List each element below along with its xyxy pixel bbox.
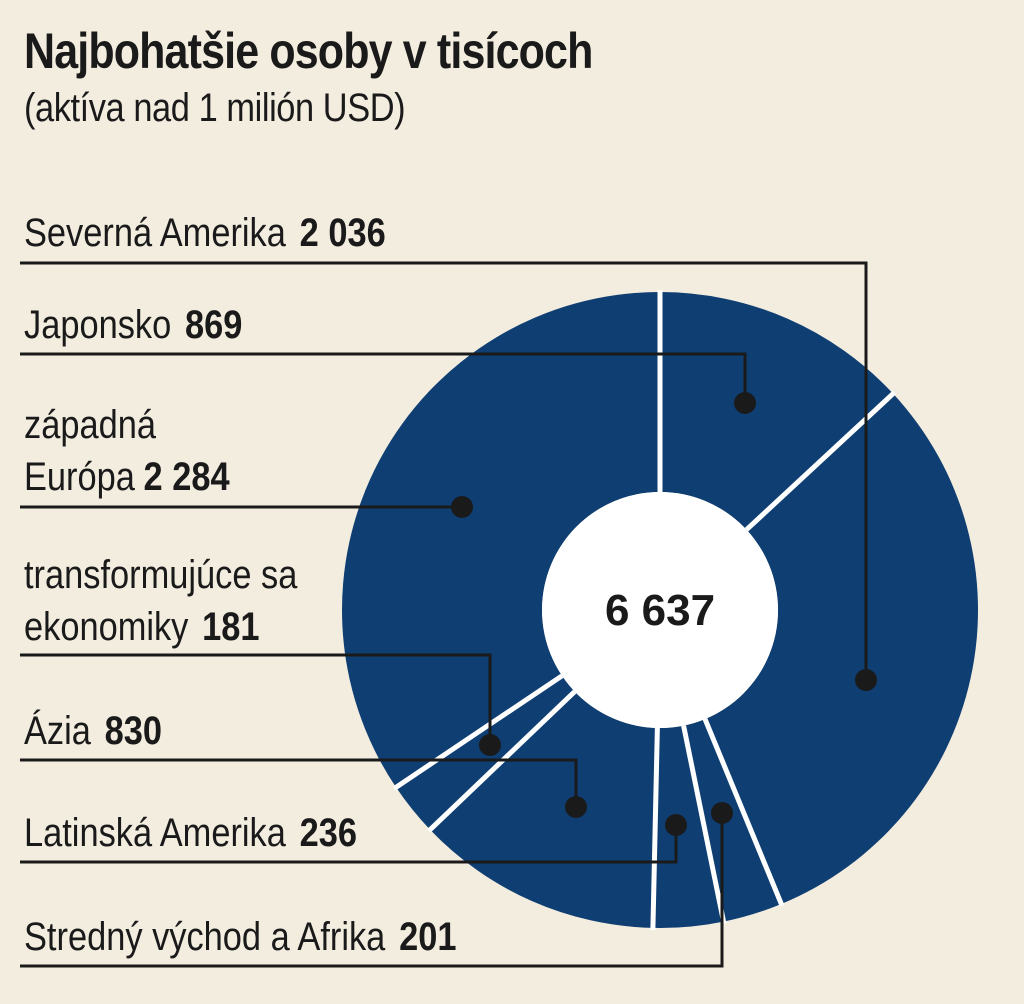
- label-azia: Ázia 830: [24, 708, 162, 753]
- slice-ázia: [430, 691, 658, 928]
- center-total-label: 6 637: [605, 586, 715, 635]
- leader-dots: [451, 392, 877, 836]
- label-zapadna-europa-line2: Európa 2 284: [24, 454, 230, 499]
- leader-lines: [20, 261, 868, 968]
- slice-separator: [744, 390, 897, 532]
- label-zapadna-europa-line1: západná: [24, 402, 156, 447]
- slice-západná-európa: [342, 292, 660, 788]
- label-latinska-amerika: Latinská Amerika 236: [24, 810, 357, 855]
- dot-stredny: [711, 802, 733, 824]
- slice-severná-amerika: [705, 393, 978, 904]
- dot-zapadna-europa: [451, 496, 473, 518]
- leader-transformujuce: [20, 653, 492, 745]
- label-severna-amerika: Severná Amerika 2 036: [24, 210, 386, 255]
- slice-latinská-amerika: [652, 725, 724, 929]
- slice-separator: [650, 727, 660, 930]
- dot-japonsko: [734, 392, 756, 414]
- leader-severna-amerika: [20, 261, 868, 680]
- slice-stredný-východ-a-afrika: [683, 719, 782, 922]
- chart-subtitle: (aktíva nad 1 milión USD): [24, 86, 406, 130]
- label-transformujuce-line2: ekonomiky 181: [24, 604, 260, 649]
- label-transformujuce-line1: transformujúce sa: [24, 552, 298, 597]
- dot-latinska: [665, 814, 687, 836]
- dot-severna-amerika: [855, 669, 877, 691]
- dot-azia: [565, 796, 587, 818]
- chart-title: Najbohatšie osoby v tisícoch: [24, 23, 593, 79]
- label-stredny-vychod: Stredný východ a Afrika 201: [24, 914, 456, 959]
- slice-separator: [392, 673, 564, 791]
- label-japonsko: Japonsko 869: [24, 302, 242, 347]
- leader-latinska: [20, 825, 678, 864]
- slice-separator: [681, 725, 727, 925]
- dot-transformujuce: [479, 734, 501, 756]
- leader-stredny: [20, 813, 724, 968]
- leader-japonsko: [20, 352, 747, 403]
- slice-separator: [702, 718, 785, 907]
- slice-japonsko: [660, 292, 894, 530]
- donut-center: [542, 492, 778, 728]
- leader-azia: [20, 758, 578, 807]
